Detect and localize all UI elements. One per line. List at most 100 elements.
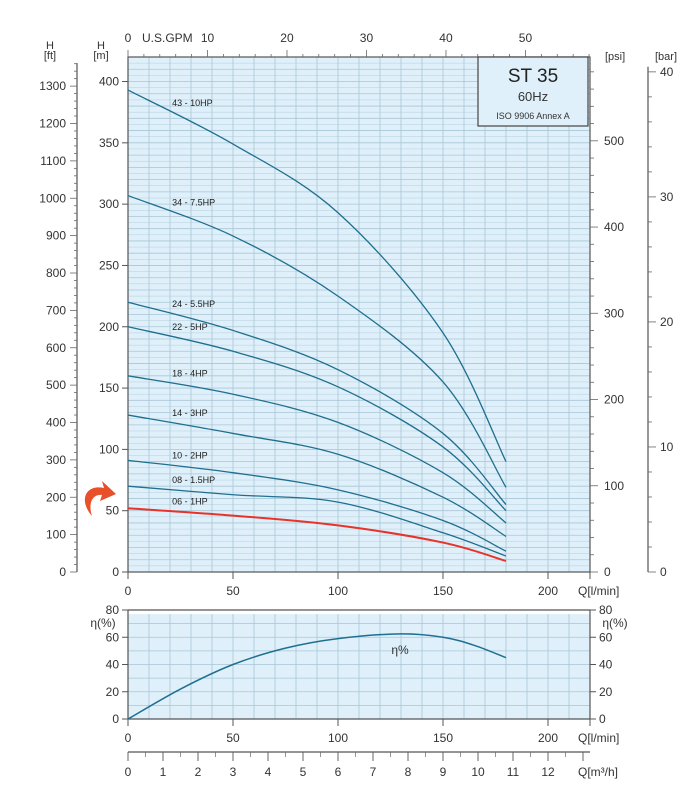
psi-tick-label: 0 (604, 565, 611, 579)
psi-axis-title: [psi] (605, 51, 625, 63)
curve-label: 43 - 10HP (172, 98, 213, 108)
m3h-axis-title: Q[m³/h] (578, 765, 618, 779)
eta-tick-label-right: 20 (599, 685, 613, 699)
head-curve-34-7-5hp (127, 194, 507, 488)
m3h-tick-label: 4 (265, 765, 272, 779)
ft-axis-title: H (46, 40, 54, 52)
eta-q-tick-label: 0 (125, 731, 132, 745)
info-model: ST 35 (508, 66, 558, 87)
psi-tick-label: 300 (604, 306, 624, 320)
gpm-tick-label: 30 (360, 31, 374, 45)
curve-label: 08 - 1.5HP (172, 475, 215, 485)
eta-tick-label-left: 20 (106, 685, 120, 699)
curve-label: 22 - 5HP (172, 322, 208, 332)
gpm-tick-label: 0 (125, 31, 132, 45)
bar-tick-label: 30 (660, 190, 674, 204)
ft-tick-label: 100 (46, 528, 66, 542)
gpm-tick-label: 10 (201, 31, 215, 45)
m3h-tick-label: 11 (507, 765, 520, 779)
ft-tick-label: 500 (46, 378, 66, 392)
m-tick-label: 300 (99, 197, 119, 211)
eta-tick-label-left: 60 (106, 630, 120, 644)
eta-q-tick-label: 100 (328, 731, 348, 745)
m-axis-unit: [m] (93, 50, 108, 62)
m-tick-label: 250 (99, 258, 119, 272)
q-tick-label: 50 (226, 584, 240, 598)
m-tick-label: 150 (99, 381, 119, 395)
gpm-tick-label: 20 (280, 31, 294, 45)
info-frequency: 60Hz (518, 89, 548, 104)
gpm-tick-label: 40 (439, 31, 453, 45)
head-curve-24-5-5hp (127, 301, 507, 505)
q-tick-label: 0 (125, 584, 132, 598)
eta-tick-label-right: 0 (599, 712, 606, 726)
head-curve-14-3hp (127, 414, 507, 537)
ft-tick-label: 1100 (40, 154, 66, 168)
plot-frame (127, 56, 591, 573)
m3h-tick-label: 9 (440, 765, 447, 779)
head-curve-06-1hp (127, 507, 507, 562)
ft-tick-label: 800 (46, 266, 66, 280)
q-tick-label: 100 (328, 584, 348, 598)
axis-titles: H [ft] H [m] U.S.GPM [psi] [bar] Q[l/min… (44, 31, 677, 779)
m-axis-title: H (97, 40, 105, 52)
head-curve-10-2hp (127, 459, 507, 552)
m3h-tick-label: 3 (230, 765, 237, 779)
m-tick-label: 350 (99, 136, 119, 150)
psi-tick-label: 400 (604, 220, 624, 234)
ft-tick-label: 1200 (39, 117, 66, 131)
ft-axis-unit: [ft] (44, 50, 56, 62)
eta-tick-label-right: 80 (599, 603, 613, 617)
m3h-tick-label: 1 (160, 765, 167, 779)
eta-tick-label-right: 60 (599, 630, 613, 644)
head-curve-43-10hp (127, 89, 507, 462)
eta-tick-label-right: 40 (599, 658, 613, 672)
m-tick-label: 400 (99, 75, 119, 89)
eta-q-tick-label: 200 (538, 731, 558, 745)
m-tick-label: 50 (106, 504, 120, 518)
m-tick-label: 100 (99, 442, 119, 456)
eta-tick-label-left: 40 (106, 658, 120, 672)
ft-tick-label: 900 (46, 229, 66, 243)
gpm-axis-title: U.S.GPM (142, 31, 193, 45)
q-axis-title-main: Q[l/min] (578, 584, 619, 598)
curve-label: 24 - 5.5HP (172, 299, 215, 309)
ft-tick-label: 200 (46, 490, 66, 504)
bar-tick-label: 20 (660, 315, 674, 329)
info-standard: ISO 9906 Annex A (496, 111, 570, 121)
axes: 0501001502002503003504000100200300400500… (39, 31, 673, 598)
q-axis-title-eta: Q[l/min] (578, 731, 619, 745)
ft-tick-label: 0 (59, 565, 66, 579)
q-tick-label: 150 (433, 584, 453, 598)
psi-tick-label: 100 (604, 479, 624, 493)
curve-label: 18 - 4HP (172, 369, 208, 379)
curve-label: 34 - 7.5HP (172, 198, 215, 208)
bar-tick-label: 10 (660, 440, 674, 454)
m3h-tick-label: 2 (195, 765, 202, 779)
ft-tick-label: 300 (46, 453, 66, 467)
m-tick-label: 200 (99, 320, 119, 334)
ft-tick-label: 600 (46, 341, 66, 355)
m3h-tick-label: 10 (471, 765, 485, 779)
eta-q-tick-label: 150 (433, 731, 453, 745)
curve-label: 10 - 2HP (172, 451, 208, 461)
ft-tick-label: 1300 (39, 79, 66, 93)
bar-axis-title: [bar] (655, 51, 677, 63)
m-tick-label: 0 (112, 565, 119, 579)
curved-arrow-icon (84, 481, 116, 516)
m3h-tick-label: 6 (335, 765, 342, 779)
q-tick-label: 200 (538, 584, 558, 598)
ft-tick-label: 700 (46, 303, 66, 317)
eta-q-tick-label: 50 (226, 731, 240, 745)
m3h-tick-label: 5 (300, 765, 307, 779)
head-curve-18-4hp (127, 375, 507, 524)
ft-tick-label: 1000 (39, 191, 66, 205)
efficiency-curve (127, 633, 507, 720)
bar-tick-label: 0 (660, 565, 667, 579)
ft-tick-label: 400 (46, 416, 66, 430)
m3h-tick-label: 7 (370, 765, 377, 779)
m3h-tick-label: 8 (405, 765, 412, 779)
info-box: ST 35 60Hz ISO 9906 Annex A (477, 56, 589, 127)
head-plot-area (127, 56, 591, 573)
